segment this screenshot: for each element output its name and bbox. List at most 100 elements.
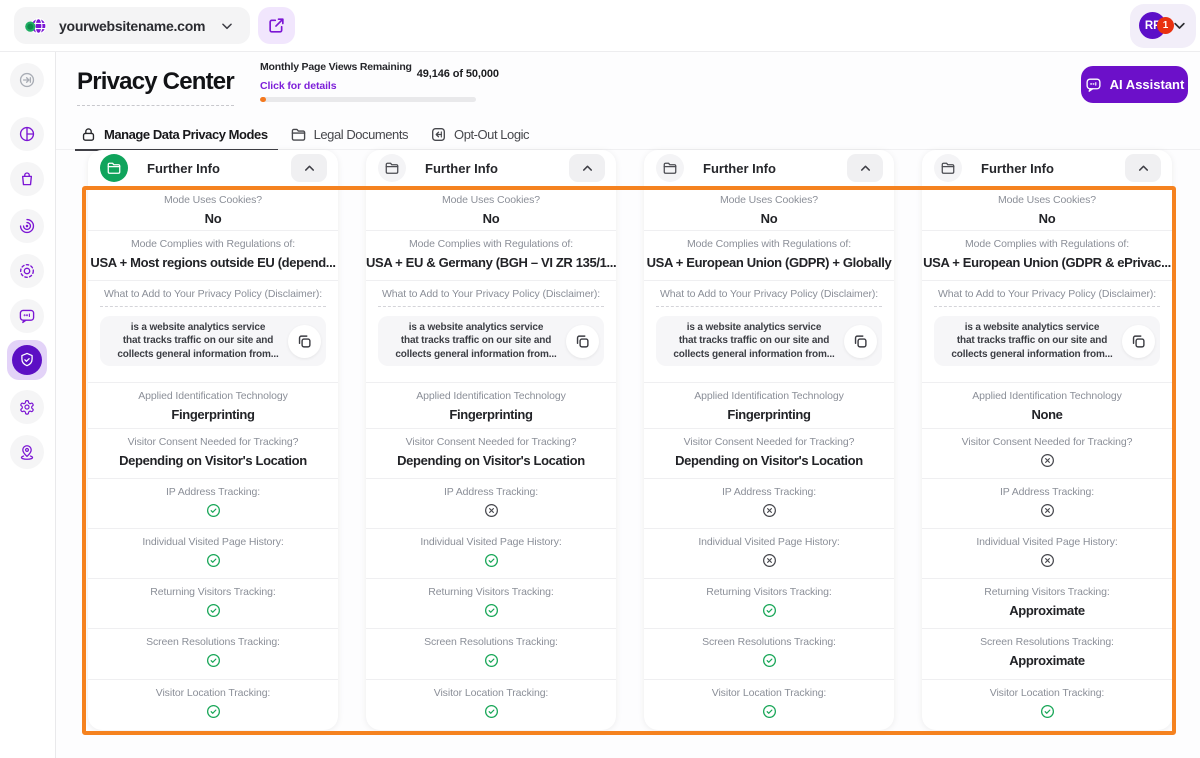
row-label: Returning Visitors Tracking: — [984, 586, 1110, 598]
disclaimer-line: collects general information from... — [117, 348, 279, 360]
check-circle-icon — [88, 704, 338, 719]
sidebar-item-settings[interactable] — [10, 390, 44, 424]
row-label: What to Add to Your Privacy Policy (Disc… — [937, 288, 1157, 300]
sidebar-item-visitors[interactable] — [10, 253, 44, 288]
lock-icon — [80, 126, 97, 143]
disclaimer-line: is a website analytics service — [130, 321, 266, 333]
row-label: Applied Identification Technology — [972, 390, 1122, 402]
collapse-button[interactable] — [1125, 154, 1161, 182]
info-row: Returning Visitors Tracking: — [366, 578, 616, 628]
page-title: Privacy Center — [77, 68, 235, 106]
dashed-divider — [378, 306, 604, 307]
privacy-mode-card: Further Info Mode Uses Cookies? No Mode Com… — [88, 150, 338, 730]
row-label: Mode Complies with Regulations of: — [686, 238, 852, 250]
user-menu[interactable]: RF 1 — [1130, 3, 1196, 48]
sidebar-item-dashboard[interactable] — [10, 117, 44, 151]
usage-details-link[interactable]: Click for details — [260, 80, 337, 92]
row-value: No — [760, 211, 778, 226]
dashboard-icon — [18, 125, 36, 143]
row-label: Screen Resolutions Tracking: — [146, 636, 280, 648]
copy-button[interactable] — [288, 324, 321, 358]
sidebar-item-feedback[interactable] — [10, 298, 44, 333]
tab-label: Legal Documents — [313, 127, 409, 142]
ai-assistant-button[interactable]: AI Assistant — [1081, 66, 1188, 103]
row-label: Visitor Location Tracking: — [989, 687, 1105, 699]
copy-button[interactable] — [1122, 324, 1155, 358]
privacy-mode-card: Further Info Mode Uses Cookies? No Mode Com… — [644, 150, 894, 730]
row-label: Applied Identification Technology — [416, 390, 566, 402]
card-header: Further Info — [88, 150, 338, 186]
website-selector[interactable]: yourwebsitename.com — [14, 7, 251, 44]
card-header: Further Info — [644, 150, 894, 186]
check-circle-icon — [366, 653, 616, 668]
tab-label: Manage Data Privacy Modes — [104, 127, 268, 142]
copy-button[interactable] — [566, 324, 599, 358]
copy-icon — [296, 333, 313, 350]
open-website-button[interactable] — [258, 7, 296, 44]
row-label: Individual Visited Page History: — [420, 536, 562, 548]
top-bar: yourwebsitename.com RF 1 — [0, 0, 1200, 52]
info-row: What to Add to Your Privacy Policy (Disc… — [366, 280, 616, 382]
info-row: IP Address Tracking: — [922, 478, 1172, 528]
row-label: Mode Uses Cookies? — [998, 194, 1096, 206]
row-label: Visitor Consent Needed for Tracking? — [683, 436, 855, 448]
copy-button[interactable] — [844, 324, 877, 358]
collapse-button[interactable] — [569, 154, 605, 182]
chevron-down-icon — [1172, 18, 1187, 33]
tab-manage-data-privacy-modes[interactable]: Manage Data Privacy Modes — [75, 120, 278, 151]
chevron-up-icon — [858, 161, 873, 176]
info-row: Applied Identification Technology None — [922, 382, 1172, 428]
cross-circle-icon — [922, 453, 1172, 468]
row-value: USA + European Union (GDPR & ePrivac... — [923, 255, 1171, 270]
check-circle-icon — [644, 603, 894, 618]
privacy-mode-card: Further Info Mode Uses Cookies? No Mode Com… — [366, 150, 616, 730]
tab-opt-out-logic[interactable]: Opt-Out Logic — [430, 120, 530, 150]
disclaimer-line: that tracks traffic on our site and — [956, 335, 1108, 347]
collapse-button[interactable] — [847, 154, 883, 182]
sidebar-item-expand[interactable] — [10, 63, 44, 97]
row-value: Fingerprinting — [449, 407, 533, 422]
folder-icon — [100, 154, 128, 182]
card-title: Further Info — [425, 160, 498, 176]
sidebar-rail — [0, 52, 56, 758]
sidebar-item-behaviour[interactable] — [10, 209, 44, 243]
sidebar-item-location[interactable] — [10, 435, 44, 469]
info-row: Screen Resolutions Tracking: — [366, 628, 616, 679]
info-row: Visitor Consent Needed for Tracking? Depe… — [644, 428, 894, 478]
disclaimer-box: is a website analytics service that track… — [100, 316, 326, 366]
row-label: Mode Uses Cookies? — [442, 194, 540, 206]
sidebar-item-company[interactable] — [10, 162, 44, 196]
collapse-button[interactable] — [291, 154, 327, 182]
sidebar-item-privacy[interactable] — [7, 340, 47, 380]
row-label: Returning Visitors Tracking: — [428, 586, 554, 598]
check-circle-icon — [366, 603, 616, 618]
disclaimer-line: collects general information from... — [395, 348, 557, 360]
info-row: Screen Resolutions Tracking: — [644, 628, 894, 679]
card-title: Further Info — [147, 160, 220, 176]
info-row: Applied Identification Technology Fingerp… — [88, 382, 338, 428]
tab-legal-documents[interactable]: Legal Documents — [290, 120, 408, 150]
check-circle-icon — [88, 553, 338, 568]
check-circle-icon — [644, 653, 894, 668]
info-row: What to Add to Your Privacy Policy (Disc… — [88, 280, 338, 382]
row-value: USA + European Union (GDPR) + Globally — [646, 255, 892, 270]
row-label: Visitor Consent Needed for Tracking? — [961, 436, 1133, 448]
info-row: Mode Uses Cookies? No — [366, 186, 616, 230]
info-row: Mode Complies with Regulations of: USA + … — [644, 230, 894, 280]
folder-icon — [378, 154, 406, 182]
opt-out-icon — [430, 126, 447, 143]
info-row: Visitor Consent Needed for Tracking? — [922, 428, 1172, 478]
info-row: Returning Visitors Tracking: — [644, 578, 894, 628]
usage-progress-fill — [260, 97, 267, 102]
info-row: Screen Resolutions Tracking: Approximate — [922, 628, 1172, 679]
row-label: IP Address Tracking: — [443, 486, 539, 498]
row-label: Visitor Consent Needed for Tracking? — [127, 436, 299, 448]
dashed-divider — [934, 306, 1160, 307]
active-item-circle — [12, 345, 42, 375]
privacy-icon — [18, 351, 36, 369]
row-label: Returning Visitors Tracking: — [150, 586, 276, 598]
info-row: What to Add to Your Privacy Policy (Disc… — [644, 280, 894, 382]
tab-label: Opt-Out Logic — [454, 127, 530, 142]
feedback-icon — [18, 307, 36, 325]
row-value: None — [1031, 407, 1063, 422]
